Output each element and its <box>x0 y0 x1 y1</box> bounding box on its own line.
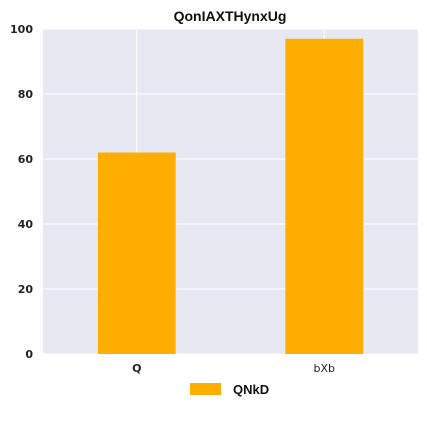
legend: QNkD <box>190 382 269 397</box>
y-tick-label: 20 <box>18 283 34 296</box>
y-tick-label: 60 <box>18 153 34 166</box>
bars <box>97 38 364 354</box>
y-tick-label: 100 <box>10 23 33 36</box>
y-tick-label: 40 <box>18 218 34 231</box>
legend-swatch <box>190 383 221 395</box>
y-tick-label: 80 <box>18 88 34 101</box>
x-tick-label: Q <box>132 362 141 375</box>
bar-bXb <box>285 38 364 354</box>
legend-label: QNkD <box>233 382 269 397</box>
y-tick-label: 0 <box>25 348 33 361</box>
chart-title: QonIAXTHynxUg <box>174 8 287 24</box>
y-axis-ticks: 0 20 40 60 80 100 <box>10 23 33 361</box>
bar-Q <box>97 152 176 354</box>
x-tick-label: bXb <box>313 362 335 375</box>
